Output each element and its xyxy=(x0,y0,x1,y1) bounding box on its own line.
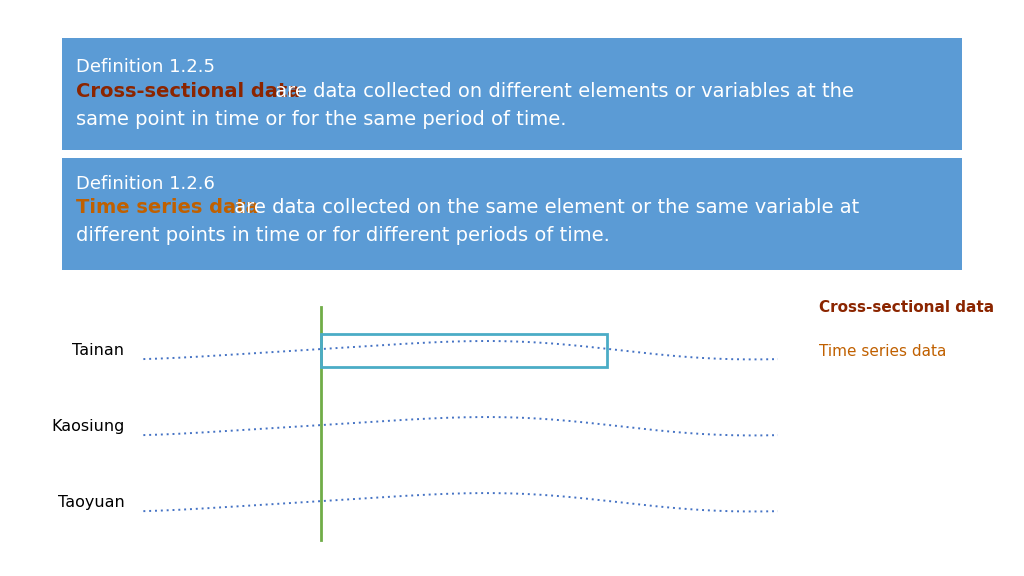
Text: Tainan: Tainan xyxy=(73,343,124,358)
Text: Definition 1.2.5: Definition 1.2.5 xyxy=(76,58,215,76)
Text: different points in time or for different periods of time.: different points in time or for differen… xyxy=(76,226,610,245)
Text: Kaosiung: Kaosiung xyxy=(51,419,124,434)
Text: same point in time or for the same period of time.: same point in time or for the same perio… xyxy=(76,110,566,129)
Text: are data collected on different elements or variables at the: are data collected on different elements… xyxy=(269,82,854,101)
Text: Time series data: Time series data xyxy=(819,344,946,359)
Bar xyxy=(62,38,962,150)
Text: Taoyuan: Taoyuan xyxy=(57,495,124,510)
Text: are data collected on the same element or the same variable at: are data collected on the same element o… xyxy=(228,198,859,217)
Text: Time series data: Time series data xyxy=(76,198,259,217)
Bar xyxy=(62,158,962,270)
Text: Cross-sectional data: Cross-sectional data xyxy=(76,82,300,101)
Text: Definition 1.2.6: Definition 1.2.6 xyxy=(76,175,215,193)
Text: Cross-sectional data: Cross-sectional data xyxy=(819,300,994,314)
Bar xyxy=(322,334,607,367)
